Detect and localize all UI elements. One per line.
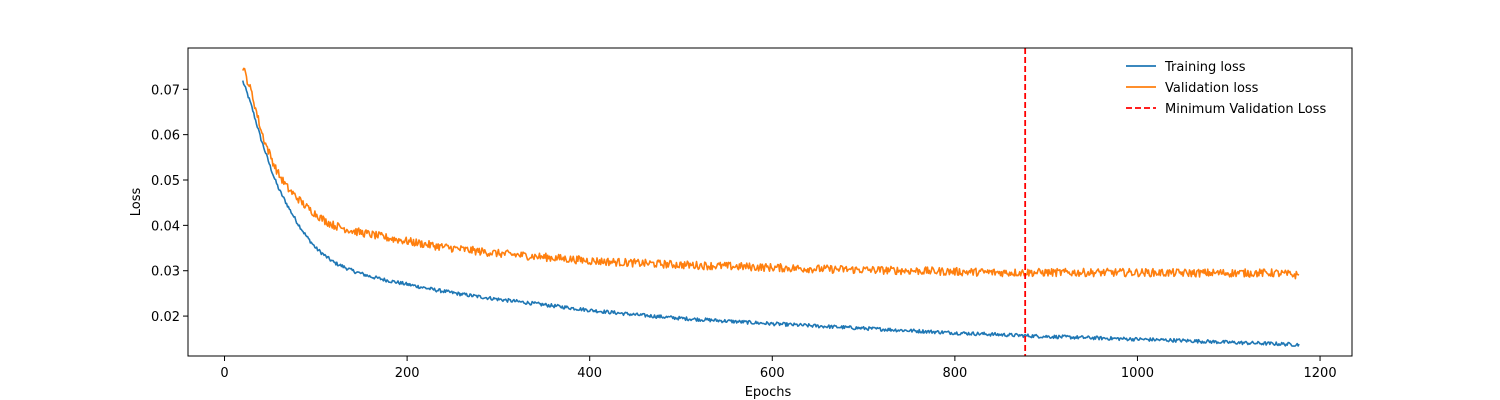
- legend-label: Training loss: [1164, 60, 1246, 75]
- plot-frame: [187, 47, 1353, 357]
- x-tick-label: 400: [577, 366, 602, 381]
- y-tick-label: 0.04: [151, 219, 180, 234]
- y-tick-label: 0.05: [151, 174, 180, 189]
- y-tick-label: 0.07: [151, 83, 180, 98]
- x-axis-label: Epochs: [745, 385, 792, 400]
- x-tick-label: 1200: [1304, 366, 1337, 381]
- y-tick-label: 0.03: [151, 265, 180, 280]
- x-tick-label: 0: [220, 366, 228, 381]
- x-tick-label: 800: [942, 366, 967, 381]
- x-tick-label: 600: [760, 366, 785, 381]
- y-axis-label: Loss: [129, 188, 144, 217]
- axes: 0 200 400 600 800 1000 1200 0.02 0.03 0.04 0.05 0.0…: [151, 47, 1353, 381]
- series-line-training-loss: [242, 80, 1300, 347]
- plot-area: [242, 48, 1300, 356]
- y-tick-label: 0.02: [151, 310, 180, 325]
- y-tick-label: 0.06: [151, 129, 180, 144]
- legend: Training loss Validation loss Minimum Vali…: [1126, 60, 1326, 117]
- x-tick-label: 200: [395, 366, 420, 381]
- legend-label: Validation loss: [1165, 81, 1259, 96]
- series-line-validation-loss: [242, 67, 1300, 280]
- legend-label: Minimum Validation Loss: [1165, 102, 1326, 117]
- x-tick-label: 1000: [1121, 366, 1154, 381]
